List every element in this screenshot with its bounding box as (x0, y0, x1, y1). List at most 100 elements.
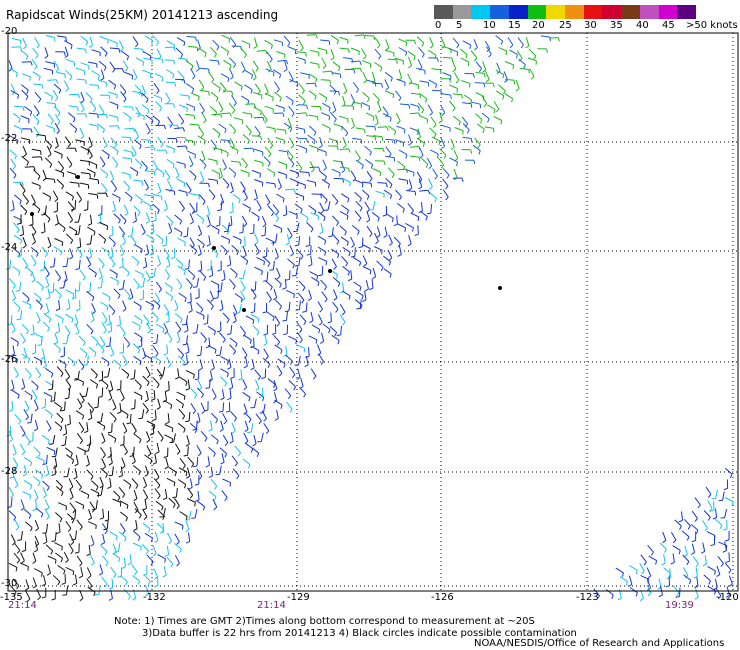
wind-barb (176, 37, 186, 47)
wind-barb (210, 280, 220, 289)
wind-barb (74, 323, 80, 335)
wind-barb (339, 166, 350, 173)
wind-barb (199, 270, 207, 281)
wind-barb (405, 222, 414, 232)
wind-barb (123, 336, 131, 348)
wind-barb (124, 288, 131, 300)
wind-barb (253, 92, 263, 100)
wind-barb (55, 552, 64, 563)
wind-barb (238, 223, 244, 234)
wind-barb (221, 235, 230, 244)
wind-barb (87, 214, 93, 226)
wind-barb (139, 289, 144, 301)
wind-barb (119, 500, 129, 510)
wind-barb (321, 291, 328, 303)
wind-barb (442, 178, 449, 190)
wind-barb (167, 532, 173, 545)
wind-barb (42, 523, 49, 534)
wind-barb (342, 136, 347, 149)
wind-barb (250, 398, 257, 409)
wind-barb (462, 102, 473, 108)
wind-barb (63, 551, 69, 564)
wind-barb (133, 139, 142, 150)
wind-barb (230, 368, 235, 379)
wind-barb (78, 335, 86, 347)
wind-barb (154, 576, 159, 588)
wind-barb (179, 94, 190, 100)
wind-barb (10, 321, 16, 333)
wind-barb (409, 112, 421, 117)
wind-barb (108, 466, 114, 477)
wind-barb (296, 112, 308, 117)
wind-barb (474, 137, 481, 149)
wind-barb (101, 149, 110, 160)
wind-barb (159, 507, 166, 518)
wind-barb (137, 337, 143, 348)
wind-barb (175, 258, 184, 269)
wind-barb (231, 245, 239, 256)
wind-barb (339, 304, 346, 316)
wind-barb (65, 313, 74, 323)
wind-barb (718, 491, 725, 502)
wind-barb (700, 542, 706, 554)
wind-barb (152, 377, 160, 389)
wind-barb (133, 278, 140, 290)
wind-barb (639, 589, 644, 602)
wind-barb (197, 135, 206, 145)
wind-barb (188, 301, 193, 313)
scale-label: 10 (483, 20, 496, 31)
wind-barb (354, 179, 364, 188)
wind-barb (384, 90, 394, 99)
wind-barb (691, 531, 697, 543)
wind-barb (234, 293, 243, 303)
wind-barb (316, 344, 322, 356)
wind-barb (205, 456, 210, 468)
wind-barb (395, 189, 402, 201)
wind-barb (177, 422, 186, 433)
wind-barb (529, 49, 537, 60)
wind-barb (9, 67, 18, 77)
wind-barb (108, 304, 116, 315)
wind-barb (640, 554, 647, 566)
wind-barb (162, 489, 168, 501)
wind-barb (70, 509, 77, 520)
wind-barb (79, 269, 86, 281)
lon-label: -132 (143, 592, 166, 603)
wind-barb (101, 312, 108, 324)
lon-label: -129 (287, 592, 310, 603)
wind-barb (133, 519, 138, 531)
wind-barb (178, 113, 185, 125)
wind-barb (382, 113, 392, 122)
wind-barb (212, 498, 218, 511)
wind-barb (372, 92, 380, 104)
wind-barb (190, 92, 200, 101)
wind-barb (44, 91, 53, 101)
wind-barb (144, 584, 150, 597)
wind-barb (408, 56, 413, 69)
wind-barb (63, 467, 70, 478)
wind-barb (108, 114, 119, 122)
wind-barb (109, 269, 118, 279)
island-marker (242, 308, 246, 312)
wind-barb (65, 58, 75, 67)
wind-barb (276, 51, 286, 59)
wind-barb (64, 136, 72, 148)
wind-barb (10, 379, 15, 391)
wind-barb (495, 90, 505, 100)
wind-barb (197, 225, 203, 237)
wind-barb (197, 260, 203, 272)
wind-barb (515, 79, 520, 92)
wind-barb (145, 123, 151, 135)
wind-barb (46, 145, 52, 158)
wind-barb (428, 79, 438, 89)
wind-barb (505, 78, 516, 85)
wind-barb (34, 37, 40, 49)
wind-barb (471, 101, 481, 109)
wind-barb (158, 366, 166, 377)
wind-barb (286, 289, 295, 299)
wind-barb (192, 278, 200, 288)
wind-barb (661, 554, 666, 566)
wind-barb (54, 421, 63, 432)
wind-barb (51, 447, 58, 458)
